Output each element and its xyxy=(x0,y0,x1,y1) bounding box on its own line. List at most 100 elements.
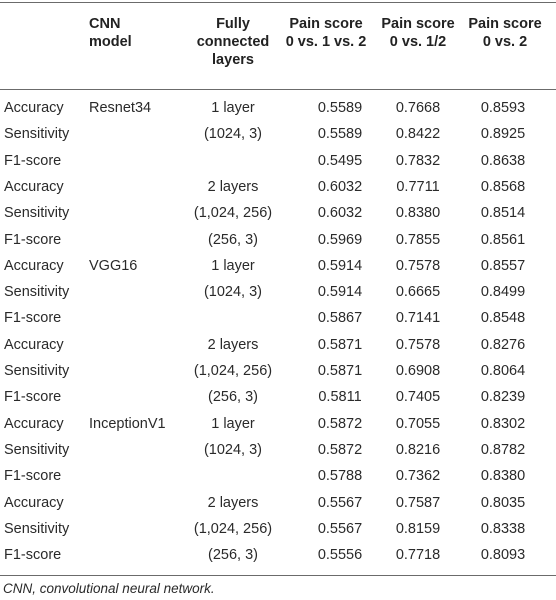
pain-0-2-cell: 0.8593 xyxy=(480,100,526,116)
pain-0-2-cell: 0.8276 xyxy=(480,336,526,353)
header-pain-score-0-1/2: Pain score 0 vs. 1/2 xyxy=(381,16,455,50)
metric-cell: F1-score xyxy=(4,152,62,169)
fc-layers-cell: (1,024, 256) xyxy=(193,520,273,537)
pain-0-2-cell: 0.8239 xyxy=(480,389,526,406)
fc-layers-cell: (256, 3) xyxy=(208,547,258,564)
table-header-rule xyxy=(0,89,556,90)
fc-layers-cell: (256, 3) xyxy=(208,231,258,248)
metric-cell: Accuracy xyxy=(4,336,64,353)
metric-cell: Sensitivity xyxy=(4,441,70,458)
table-bottom-rule xyxy=(0,575,556,576)
fc-layers-cell: (1,024, 256) xyxy=(193,205,273,222)
pain-0-2-cell: 0.8499 xyxy=(480,284,526,301)
pain-0-1-2-cell: 0.5871 xyxy=(317,336,363,353)
pain-0-1-2-cell: 0.5914 xyxy=(317,257,363,274)
pain-0-1-2-cell: 0.5872 xyxy=(317,441,363,458)
pain-0-1/2-cell: 0.7578 xyxy=(395,336,441,353)
pain-0-1/2-cell: 0.7711 xyxy=(396,178,440,195)
metric-cell: Accuracy xyxy=(4,257,64,274)
fc-layers-cell: (1,024, 256) xyxy=(193,363,273,379)
metric-cell: F1-score xyxy=(4,547,62,564)
header-pain-score-0-2: Pain score 0 vs. 2 xyxy=(468,16,542,50)
pain-0-2-cell: 0.8380 xyxy=(480,468,526,485)
metric-cell: Sensitivity xyxy=(4,363,70,379)
metric-cell: F1-score xyxy=(4,389,62,406)
metric-cell: Sensitivity xyxy=(4,126,70,143)
header-pain-score-0-1-2: Pain score 0 vs. 1 vs. 2 xyxy=(285,16,367,50)
pain-0-1-2-cell: 0.6032 xyxy=(317,205,363,222)
pain-0-1/2-cell: 0.6908 xyxy=(395,363,441,379)
fc-layers-cell: (1024, 3) xyxy=(203,126,263,143)
pain-0-2-cell: 0.8925 xyxy=(480,126,526,143)
metric-cell: F1-score xyxy=(4,468,62,485)
fc-layers-cell: 2 layers xyxy=(207,336,259,353)
pain-0-2-cell: 0.8638 xyxy=(480,152,526,169)
metric-cell: Accuracy xyxy=(4,178,64,195)
pain-0-1/2-cell: 0.7055 xyxy=(395,415,441,432)
metric-cell: Accuracy xyxy=(4,415,64,432)
pain-0-2-cell: 0.8035 xyxy=(480,494,526,511)
pain-0-1/2-cell: 0.7405 xyxy=(395,389,441,406)
metric-cell: F1-score xyxy=(4,310,62,327)
pain-0-1/2-cell: 0.8216 xyxy=(395,441,441,458)
pain-0-1/2-cell: 0.8380 xyxy=(395,205,441,222)
pain-0-2-cell: 0.8548 xyxy=(480,310,526,327)
header-cnn-model: CNN model xyxy=(89,16,132,50)
metric-cell: Accuracy xyxy=(4,494,64,511)
pain-0-1-2-cell: 0.5495 xyxy=(317,152,363,169)
pain-0-1-2-cell: 0.5969 xyxy=(317,231,363,248)
pain-0-2-cell: 0.8568 xyxy=(480,178,526,195)
pain-0-1-2-cell: 0.5556 xyxy=(317,547,363,564)
metric-cell: Sensitivity xyxy=(4,205,70,222)
pain-0-1/2-cell: 0.7587 xyxy=(395,494,441,511)
pain-0-1/2-cell: 0.7141 xyxy=(395,310,441,327)
pain-0-2-cell: 0.8064 xyxy=(480,363,526,379)
fc-layers-cell: (256, 3) xyxy=(208,389,258,406)
metric-cell: F1-score xyxy=(4,231,62,248)
pain-0-1/2-cell: 0.7718 xyxy=(395,547,441,564)
model-cell: Resnet34 xyxy=(89,100,152,116)
pain-0-2-cell: 0.8557 xyxy=(480,257,526,274)
pain-0-2-cell: 0.8561 xyxy=(480,231,526,248)
model-cell: VGG16 xyxy=(89,257,138,274)
pain-0-1/2-cell: 0.7832 xyxy=(395,152,441,169)
metric-cell: Accuracy xyxy=(4,100,64,116)
pain-0-1-2-cell: 0.5867 xyxy=(317,310,363,327)
fc-layers-cell: 1 layer xyxy=(211,415,255,432)
pain-0-1-2-cell: 0.5567 xyxy=(317,520,363,537)
pain-0-1-2-cell: 0.5589 xyxy=(317,100,363,116)
pain-0-2-cell: 0.8093 xyxy=(480,547,526,564)
pain-0-1/2-cell: 0.8159 xyxy=(395,520,441,537)
pain-0-1/2-cell: 0.8422 xyxy=(395,126,441,143)
pain-0-2-cell: 0.8302 xyxy=(480,415,526,432)
pain-0-1-2-cell: 0.5567 xyxy=(317,494,363,511)
fc-layers-cell: (1024, 3) xyxy=(203,441,263,458)
pain-0-1-2-cell: 0.5914 xyxy=(317,284,363,301)
pain-0-2-cell: 0.8514 xyxy=(480,205,526,222)
pain-0-1-2-cell: 0.5871 xyxy=(317,363,363,379)
model-cell: InceptionV1 xyxy=(89,415,166,432)
pain-0-2-cell: 0.8338 xyxy=(480,520,526,537)
pain-0-1/2-cell: 0.7578 xyxy=(395,257,441,274)
fc-layers-cell: 2 layers xyxy=(207,178,259,195)
pain-0-1/2-cell: 0.6665 xyxy=(395,284,441,301)
pain-0-1-2-cell: 0.5788 xyxy=(317,468,363,485)
fc-layers-cell: 1 layer xyxy=(211,257,255,274)
pain-0-1/2-cell: 0.7362 xyxy=(395,468,441,485)
pain-0-1-2-cell: 0.5589 xyxy=(317,126,363,143)
pain-0-1/2-cell: 0.7855 xyxy=(395,231,441,248)
header-fully-connected-layers: Fully connected layers xyxy=(196,16,270,68)
metric-cell: Sensitivity xyxy=(4,520,70,537)
pain-0-1-2-cell: 0.6032 xyxy=(317,178,363,195)
table-top-rule xyxy=(0,2,556,3)
pain-0-1-2-cell: 0.5811 xyxy=(318,389,362,406)
fc-layers-cell: 2 layers xyxy=(207,494,259,511)
pain-0-2-cell: 0.8782 xyxy=(480,441,526,458)
fc-layers-cell: (1024, 3) xyxy=(203,284,263,301)
table-footnote: CNN, convolutional neural network. xyxy=(3,581,215,596)
pain-0-1/2-cell: 0.7668 xyxy=(395,100,441,116)
metric-cell: Sensitivity xyxy=(4,284,70,301)
fc-layers-cell: 1 layer xyxy=(211,100,255,116)
pain-0-1-2-cell: 0.5872 xyxy=(317,415,363,432)
